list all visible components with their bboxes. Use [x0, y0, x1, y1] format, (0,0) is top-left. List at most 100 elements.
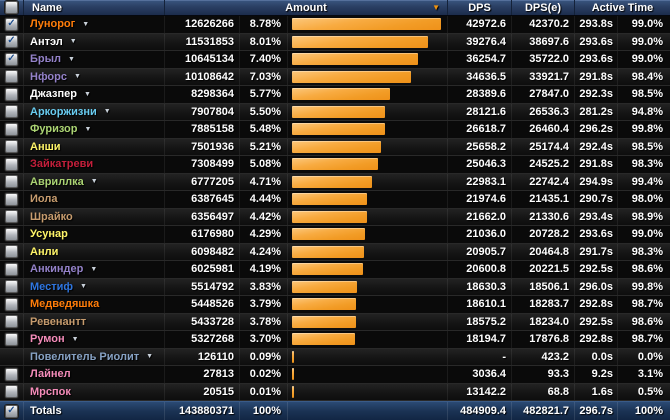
row-checkbox[interactable]: ✓ — [5, 35, 18, 49]
row-checkbox[interactable] — [5, 157, 18, 171]
header-dps-column[interactable]: DPS — [448, 0, 512, 15]
row-checkbox-cell[interactable] — [0, 86, 24, 103]
row-checkbox[interactable] — [5, 385, 18, 399]
expand-arrow-icon[interactable]: ▼ — [69, 38, 77, 46]
row-checkbox[interactable]: ✓ — [5, 17, 18, 31]
row-checkbox-cell[interactable] — [0, 331, 24, 348]
player-name-cell[interactable]: Зайкатреви — [24, 156, 165, 173]
expand-arrow-icon[interactable]: ▼ — [71, 335, 79, 343]
header-active-time-column[interactable]: Active Time — [575, 0, 670, 15]
row-checkbox[interactable] — [5, 192, 18, 206]
row-checkbox[interactable]: ✓ — [5, 52, 18, 66]
row-checkbox[interactable] — [5, 227, 18, 241]
table-row[interactable]: ✓ Антэл ▼ 11531853 8.01% 39276.4 38697.6… — [0, 33, 670, 51]
player-name-cell[interactable]: Авриллка ▼ — [24, 173, 165, 190]
row-checkbox-cell[interactable] — [0, 278, 24, 295]
row-checkbox-cell[interactable] — [0, 103, 24, 120]
row-checkbox-cell[interactable] — [0, 156, 24, 173]
row-checkbox[interactable] — [5, 280, 18, 294]
row-checkbox[interactable] — [5, 122, 18, 136]
row-checkbox[interactable] — [5, 262, 18, 276]
player-name-cell[interactable]: Нфорс ▼ — [24, 68, 165, 85]
row-checkbox-cell[interactable] — [0, 226, 24, 243]
table-row[interactable]: Авриллка ▼ 6777205 4.71% 22983.1 22742.4… — [0, 173, 670, 191]
expand-arrow-icon[interactable]: ▼ — [68, 55, 75, 63]
row-checkbox-cell[interactable] — [0, 121, 24, 138]
expand-arrow-icon[interactable]: ▼ — [80, 283, 87, 291]
table-row[interactable]: Мрспок 20515 0.01% 13142.2 68.8 1.6s 0.5… — [0, 383, 670, 401]
expand-arrow-icon[interactable]: ▼ — [82, 20, 90, 28]
player-name-cell[interactable]: Анши — [24, 138, 165, 155]
table-row[interactable]: Анли 6098482 4.24% 20905.7 20464.8 291.7… — [0, 243, 670, 261]
expand-arrow-icon[interactable]: ▼ — [90, 178, 98, 186]
header-amount-column[interactable]: Amount ▼ — [165, 0, 448, 15]
table-row[interactable]: Румон ▼ 5327268 3.70% 18194.7 17876.8 29… — [0, 331, 670, 349]
totals-checkbox[interactable]: ✓ — [5, 404, 18, 418]
row-checkbox-cell[interactable] — [0, 296, 24, 313]
sort-descending-icon[interactable]: ▼ — [432, 2, 440, 12]
expand-arrow-icon[interactable]: ▼ — [103, 108, 111, 116]
row-checkbox-cell[interactable]: ✓ — [0, 33, 24, 50]
player-name-cell[interactable]: Местиф ▼ — [24, 278, 165, 295]
table-row[interactable]: ✓ Брыл ▼ 10645134 7.40% 36254.7 35722.0 … — [0, 51, 670, 69]
player-name-cell[interactable]: Антэл ▼ — [24, 33, 165, 50]
row-checkbox[interactable] — [5, 332, 18, 346]
player-name-cell[interactable]: Мрспок — [24, 383, 165, 400]
player-name-cell[interactable]: Анкиндер ▼ — [24, 261, 165, 278]
player-name-cell[interactable]: Лунорог ▼ — [24, 16, 165, 33]
row-checkbox[interactable] — [5, 297, 18, 311]
row-checkbox[interactable] — [5, 70, 18, 84]
row-checkbox[interactable] — [5, 315, 18, 329]
table-row[interactable]: Анкиндер ▼ 6025981 4.19% 20600.8 20221.5… — [0, 261, 670, 279]
table-row[interactable]: Лайнел 27813 0.02% 3036.4 93.3 9.2s 3.1% — [0, 366, 670, 384]
table-row[interactable]: Ревенантт 5433728 3.78% 18575.2 18234.0 … — [0, 313, 670, 331]
row-checkbox-cell[interactable] — [0, 348, 24, 365]
table-row[interactable]: Местиф ▼ 5514792 3.83% 18630.3 18506.1 2… — [0, 278, 670, 296]
expand-arrow-icon[interactable]: ▼ — [90, 265, 98, 273]
select-all-checkbox[interactable] — [5, 1, 18, 14]
player-name-cell[interactable]: Ревенантт — [24, 313, 165, 330]
header-checkbox-cell[interactable] — [0, 0, 24, 15]
table-row[interactable]: Аркоржизни ▼ 7907804 5.50% 28121.6 26536… — [0, 103, 670, 121]
expand-arrow-icon[interactable]: ▼ — [84, 125, 92, 133]
expand-arrow-icon[interactable]: ▼ — [83, 90, 91, 98]
player-name-cell[interactable]: Фуризор ▼ — [24, 121, 165, 138]
header-dpse-column[interactable]: DPS(e) — [512, 0, 575, 15]
player-name-cell[interactable]: Шрайко — [24, 208, 165, 225]
totals-row[interactable]: ✓ Totals 143880371 100% 484909.4 482821.… — [0, 401, 670, 420]
table-row[interactable]: ✓ Лунорог ▼ 12626266 8.78% 42972.6 42370… — [0, 16, 670, 34]
row-checkbox[interactable] — [5, 140, 18, 154]
row-checkbox[interactable] — [5, 367, 18, 381]
table-row[interactable]: Усунар 6176980 4.29% 21036.0 20728.2 293… — [0, 226, 670, 244]
row-checkbox-cell[interactable] — [0, 243, 24, 260]
totals-checkbox-cell[interactable]: ✓ — [0, 402, 24, 420]
player-name-cell[interactable]: Усунар — [24, 226, 165, 243]
row-checkbox[interactable] — [5, 175, 18, 189]
player-name-cell[interactable]: Джазпер ▼ — [24, 86, 165, 103]
player-name-cell[interactable]: Аркоржизни ▼ — [24, 103, 165, 120]
table-row[interactable]: Фуризор ▼ 7885158 5.48% 26618.7 26460.4 … — [0, 121, 670, 139]
row-checkbox[interactable] — [5, 87, 18, 101]
row-checkbox-cell[interactable] — [0, 191, 24, 208]
row-checkbox-cell[interactable] — [0, 261, 24, 278]
player-name-cell[interactable]: Медведяшка — [24, 296, 165, 313]
header-name-column[interactable]: Name — [24, 0, 165, 15]
table-row[interactable]: Зайкатреви 7308499 5.08% 25046.3 24525.2… — [0, 156, 670, 174]
table-row[interactable]: Иола 6387645 4.44% 21974.6 21435.1 290.7… — [0, 191, 670, 209]
row-checkbox-cell[interactable] — [0, 366, 24, 383]
row-checkbox-cell[interactable] — [0, 173, 24, 190]
player-name-cell[interactable]: Румон ▼ — [24, 331, 165, 348]
row-checkbox-cell[interactable] — [0, 313, 24, 330]
player-name-cell[interactable]: Анли — [24, 243, 165, 260]
table-row[interactable]: Джазпер ▼ 8298364 5.77% 28389.6 27847.0 … — [0, 86, 670, 104]
row-checkbox-cell[interactable] — [0, 383, 24, 400]
table-row[interactable]: Анши 7501936 5.21% 25658.2 25174.4 292.4… — [0, 138, 670, 156]
expand-arrow-icon[interactable]: ▼ — [146, 353, 154, 361]
expand-arrow-icon[interactable]: ▼ — [73, 73, 81, 81]
row-checkbox-cell[interactable]: ✓ — [0, 16, 24, 33]
table-row[interactable]: Нфорс ▼ 10108642 7.03% 34636.5 33921.7 2… — [0, 68, 670, 86]
row-checkbox-cell[interactable]: ✓ — [0, 51, 24, 68]
table-row[interactable]: Медведяшка 5448526 3.79% 18610.1 18283.7… — [0, 296, 670, 314]
table-row[interactable]: Шрайко 6356497 4.42% 21662.0 21330.6 293… — [0, 208, 670, 226]
row-checkbox[interactable] — [5, 245, 18, 259]
